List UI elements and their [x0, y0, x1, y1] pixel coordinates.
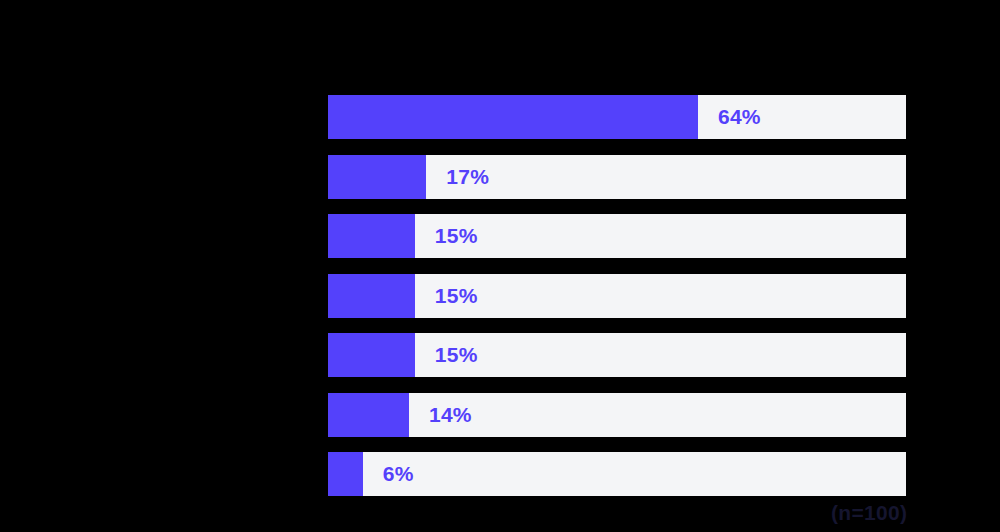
bar-row: 15% — [328, 333, 906, 377]
bar-fill — [328, 155, 426, 199]
bar-fill — [328, 274, 415, 318]
bar-fill — [328, 333, 415, 377]
sample-size-caption: (n=100) — [831, 501, 907, 525]
bar-fill — [328, 393, 409, 437]
bar-fill — [328, 452, 363, 496]
bar-fill — [328, 214, 415, 258]
bar-row: 6% — [328, 452, 906, 496]
bar-value-label: 15% — [435, 224, 478, 248]
chart-canvas: 64% 17% 15% 15% 15% 14% 6% (n=100) — [0, 0, 1000, 532]
bar-chart: 64% 17% 15% 15% 15% 14% 6% — [328, 95, 906, 496]
bar-value-label: 15% — [435, 284, 478, 308]
bar-row: 17% — [328, 155, 906, 199]
bar-value-label: 6% — [383, 462, 414, 486]
bar-value-label: 15% — [435, 343, 478, 367]
bar-value-label: 64% — [718, 105, 761, 129]
bar-row: 15% — [328, 214, 906, 258]
bar-fill — [328, 95, 698, 139]
bar-row: 64% — [328, 95, 906, 139]
bar-row: 14% — [328, 393, 906, 437]
bar-value-label: 14% — [429, 403, 472, 427]
bar-value-label: 17% — [446, 165, 489, 189]
bar-row: 15% — [328, 274, 906, 318]
